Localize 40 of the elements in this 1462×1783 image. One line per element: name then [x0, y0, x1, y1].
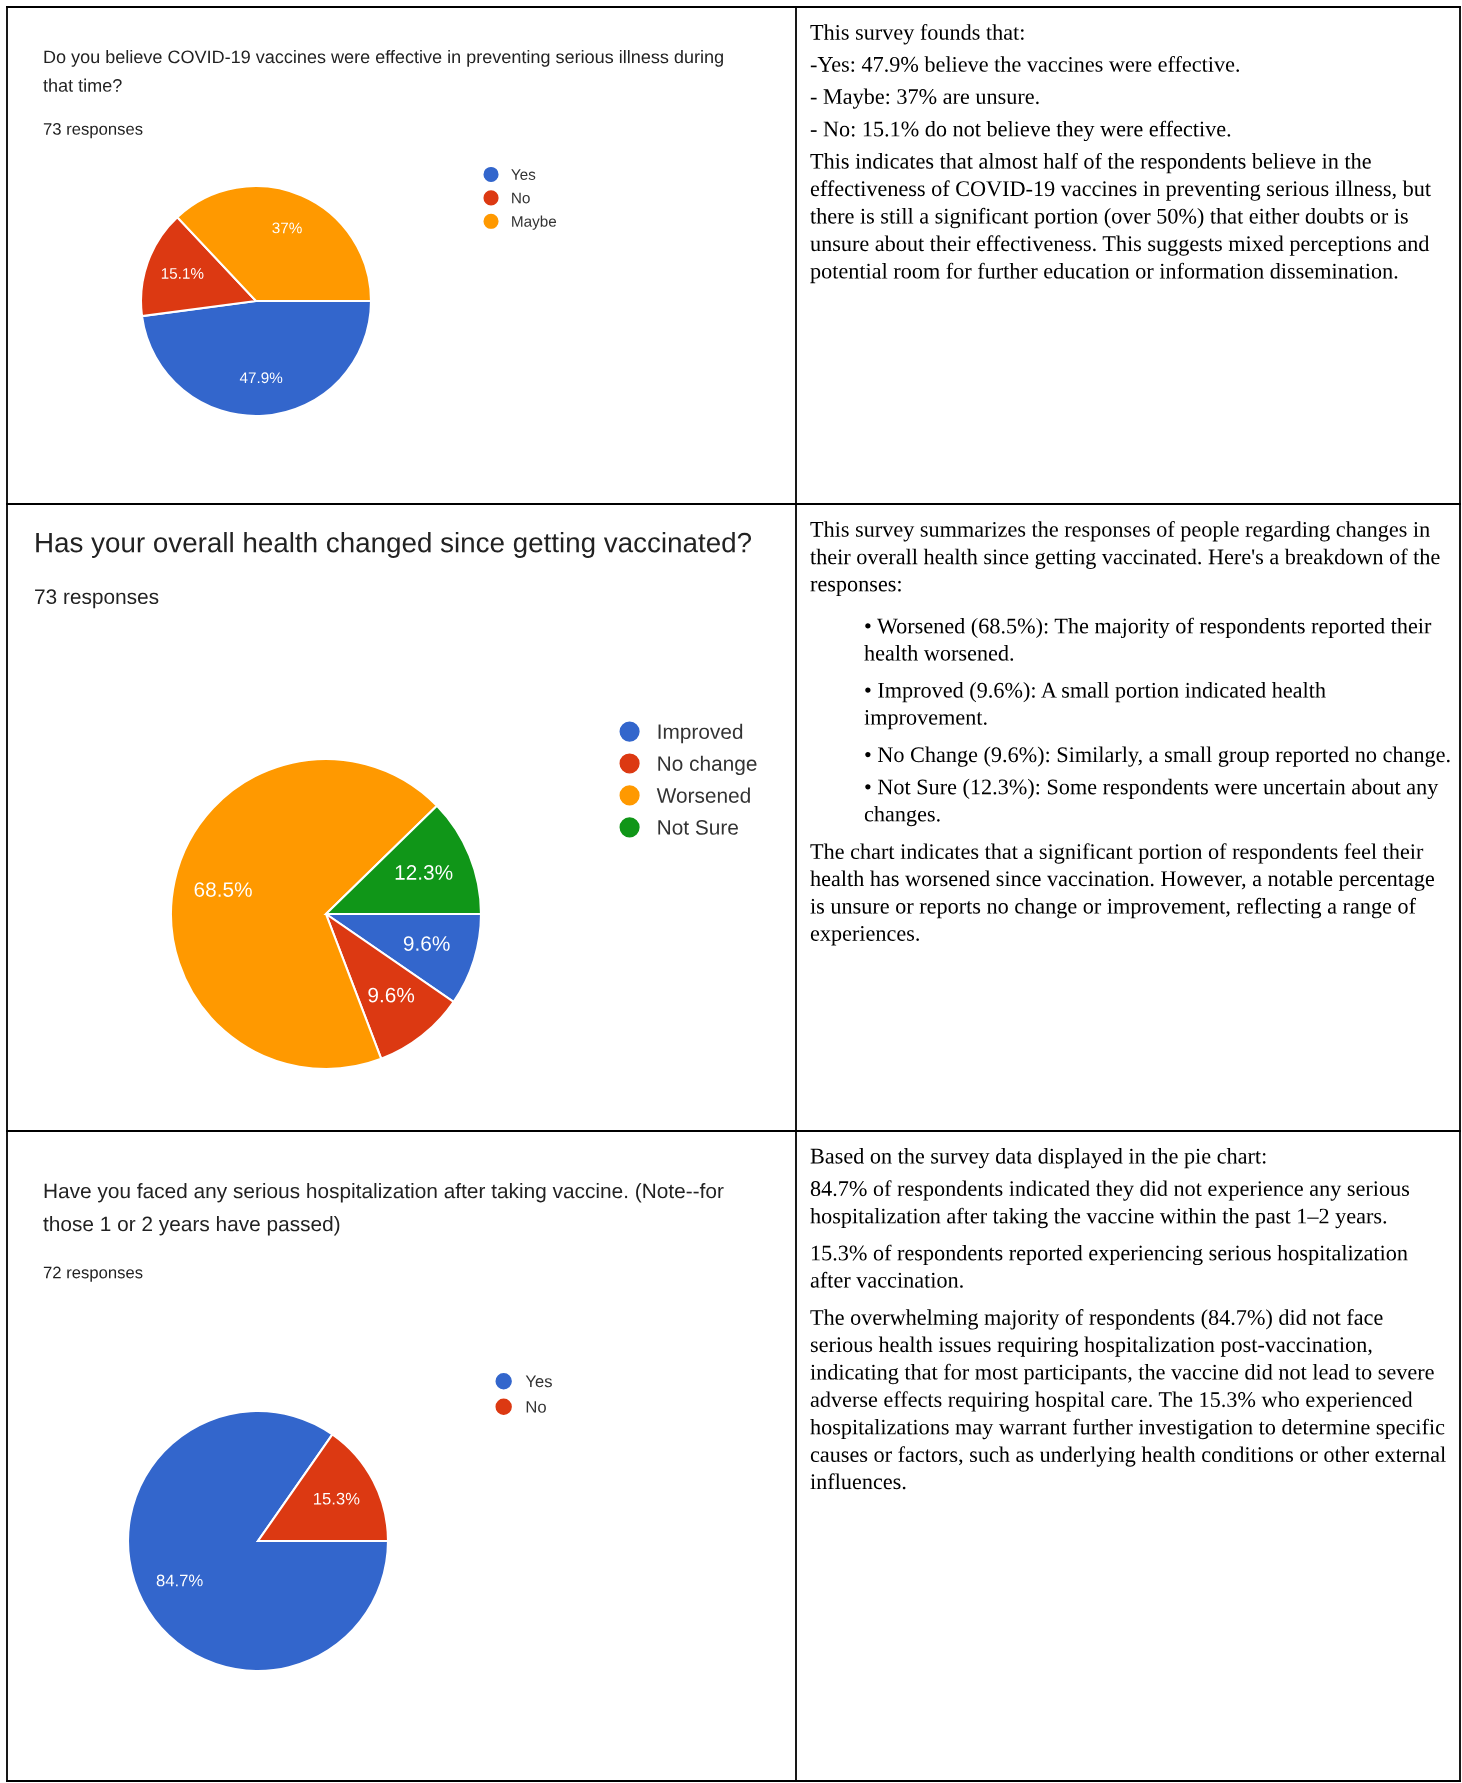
- text: • Worsened (68.5%): The majority of respondents reported their health worsened.: [864, 617, 1432, 661]
- legend-label: Improved: [658, 723, 743, 744]
- legend-label: No: [526, 1401, 546, 1413]
- legend-label: Worsened: [656, 787, 750, 803]
- chart-subtitle: 73 responses: [35, 589, 159, 609]
- legend-label: Yes: [525, 1375, 552, 1388]
- data-label: 47.9%: [239, 372, 283, 384]
- text: This indicates that almost half of the respondents believe in the effectiveness of COVID-19 vaccines in preventing serious illness, but there is still a significant portion (over 50%) that either doubts or is unsure about their effectiveness. This suggests mixed perceptions and potential room for further education or information dissemination.: [810, 152, 1431, 284]
- data-label: 9.6%: [403, 936, 450, 951]
- data-label: 12.3%: [395, 865, 453, 880]
- text: • No Change (9.6%): Similarly, a small group reported no change.: [865, 746, 1450, 767]
- text: - Maybe: 37% are unsure.: [810, 88, 1039, 109]
- legend-label: Yes: [511, 169, 536, 180]
- data-label: 9.6%: [368, 987, 415, 1003]
- chart-subtitle: 72 responses: [43, 1266, 143, 1282]
- data-label: 37%: [272, 222, 302, 234]
- text: The chart indicates that a significant portion of respondents feel their health has worsened since vaccination. However, a notable percentage is unsure or reports no change or improvement, reflecting a range of experiences.: [810, 843, 1434, 946]
- text: Based on the survey data displayed in the pie chart:: [810, 1148, 1266, 1169]
- legend-label: No: [512, 192, 530, 204]
- text: • Improved (9.6%): A small portion indicated health improvement.: [864, 682, 1326, 730]
- data-label: 15.3%: [314, 1492, 360, 1505]
- legend-label: Not Sure: [658, 820, 738, 835]
- text: 84.7% of respondents indicated they did not experience any serious hospitalization after taking the vaccine within the past 1–2 years.: [810, 1180, 1410, 1229]
- legend-label: No change: [658, 755, 757, 776]
- chart-title: Have you faced any serious hospitalization after taking vaccine. (Note--for those 1 or 2 years have passed): [43, 1183, 724, 1236]
- data-label: 68.5%: [194, 882, 252, 897]
- data-label: 15.1%: [161, 268, 204, 279]
- chart-title: Do you believe COVID-19 vaccines were effective in preventing serious illness during that time?: [43, 50, 723, 92]
- data-label: 84.7%: [156, 1574, 203, 1587]
- text: The overwhelming majority of respondents (84.7%) did not face serious health issues requiring hospitalization post-vaccination, indicating that for most participants, the vaccine did not lead to severe adverse effects requiring hospital care. The 15.3% who experienced hospitalizations may warrant further investigation to determine specific causes or factors, such as underlying health conditions or other external influences.: [810, 1309, 1446, 1490]
- text: This survey founds that:: [810, 24, 1024, 45]
- chart-subtitle: 73 responses: [43, 123, 143, 139]
- chart-title: Has your overall health changed since getting vaccinated?: [36, 532, 752, 558]
- text: • Not Sure (12.3%): Some respondents were uncertain about any changes.: [864, 778, 1439, 827]
- text: -Yes: 47.9% believe the vaccines were effective.: [810, 56, 1240, 72]
- legend-label: Maybe: [512, 215, 557, 230]
- text: - No: 15.1% do not believe they were effective.: [810, 120, 1231, 142]
- text: 15.3% of respondents reported experiencing serious hospitalization after vaccination.: [810, 1244, 1408, 1288]
- pie-slice: [126, 1409, 390, 1673]
- text: This survey summarizes the responses of people regarding changes in their overall health since getting vaccinated. Here's a breakdown of the responses:: [810, 521, 1440, 597]
